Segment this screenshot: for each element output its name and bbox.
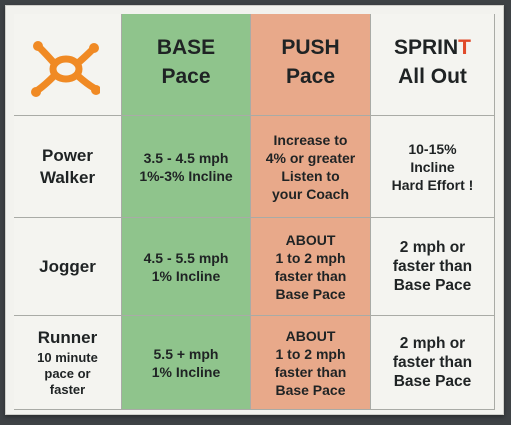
power-sprint-line1: 10-15% bbox=[408, 140, 457, 157]
header-sprint-main: SPRIN bbox=[393, 35, 459, 59]
jogger-sprint-line1: 2 mph or bbox=[399, 239, 466, 256]
power-push-line1: Increase to bbox=[273, 131, 348, 148]
power-push-line2: 4% or greater bbox=[265, 149, 356, 166]
power-base-line1: 3.5 - 4.5 mph bbox=[143, 149, 229, 166]
power-base-line2: 1%-3% Incline bbox=[139, 167, 233, 184]
row-jogger-title: Jogger bbox=[39, 256, 96, 276]
jogger-push-line3: faster than bbox=[274, 267, 347, 284]
jogger-sprint-line3: Base Pace bbox=[393, 277, 472, 294]
jogger-base: 4.5 - 5.5 mph 1% Incline bbox=[122, 218, 251, 316]
runner-sprint: 2 mph or faster than Base Pace bbox=[371, 316, 495, 410]
header-base-pace: BASE Pace bbox=[122, 14, 251, 116]
row-runner-title: Runner bbox=[37, 328, 98, 347]
row-runner-sub-line2: pace or bbox=[44, 366, 91, 381]
row-label-power-walker: Power Walker bbox=[14, 116, 122, 218]
runner-push-line4: Base Pace bbox=[275, 381, 346, 398]
header-base-line2: Pace bbox=[161, 64, 211, 88]
header-push-line2: Pace bbox=[285, 64, 336, 88]
jogger-push: ABOUT 1 to 2 mph faster than Base Pace bbox=[251, 218, 371, 316]
power-sprint-line2: Incline bbox=[410, 158, 455, 175]
row-label-runner: Runner 10 minute pace or faster bbox=[14, 316, 122, 410]
header-push-pace: PUSH Pace bbox=[251, 14, 371, 116]
orangetheory-logo-icon bbox=[31, 41, 100, 97]
runner-push-line3: faster than bbox=[274, 363, 347, 380]
runner-base: 5.5 + mph 1% Incline bbox=[122, 316, 251, 410]
power-push-line4: your Coach bbox=[271, 185, 349, 202]
row-power-title-line1: Power bbox=[41, 145, 94, 165]
row-runner-sub-line3: faster bbox=[49, 382, 86, 397]
jogger-base-line1: 4.5 - 5.5 mph bbox=[143, 249, 229, 266]
runner-push-line2: 1 to 2 mph bbox=[275, 345, 346, 362]
runner-sprint-line2: faster than bbox=[392, 354, 473, 371]
runner-base-line2: 1% Incline bbox=[151, 363, 221, 380]
pace-chart-card: BASE Pace PUSH Pace SPRINT All Out Power… bbox=[5, 5, 504, 415]
logo-cell bbox=[14, 14, 122, 116]
header-push-line1: PUSH bbox=[281, 35, 340, 59]
jogger-sprint-line2: faster than bbox=[392, 258, 473, 275]
row-power-title-line2: Walker bbox=[39, 167, 96, 187]
runner-push-line1: ABOUT bbox=[285, 327, 336, 344]
jogger-sprint: 2 mph or faster than Base Pace bbox=[371, 218, 495, 316]
jogger-push-line2: 1 to 2 mph bbox=[275, 249, 346, 266]
power-walker-sprint: 10-15% Incline Hard Effort ! bbox=[371, 116, 495, 218]
power-push-line3: Listen to bbox=[281, 167, 340, 184]
header-base-line1: BASE bbox=[156, 35, 216, 59]
runner-base-line1: 5.5 + mph bbox=[153, 345, 219, 362]
jogger-push-line1: ABOUT bbox=[285, 231, 336, 248]
jogger-base-line2: 1% Incline bbox=[151, 267, 221, 284]
runner-sprint-line1: 2 mph or bbox=[399, 335, 466, 352]
runner-push: ABOUT 1 to 2 mph faster than Base Pace bbox=[251, 316, 371, 410]
header-sprint-line1: SPRINT bbox=[394, 33, 471, 62]
jogger-push-line4: Base Pace bbox=[275, 285, 346, 302]
row-runner-sub-line1: 10 minute bbox=[37, 350, 98, 365]
power-sprint-line3: Hard Effort ! bbox=[391, 176, 474, 193]
row-label-jogger: Jogger bbox=[14, 218, 122, 316]
header-sprint-all-out: SPRINT All Out bbox=[371, 14, 495, 116]
power-walker-base: 3.5 - 4.5 mph 1%-3% Incline bbox=[122, 116, 251, 218]
power-walker-push: Increase to 4% or greater Listen to your… bbox=[251, 116, 371, 218]
header-sprint-line2: All Out bbox=[398, 64, 467, 88]
header-sprint-accent: T bbox=[458, 35, 471, 59]
runner-sprint-line3: Base Pace bbox=[393, 373, 472, 390]
